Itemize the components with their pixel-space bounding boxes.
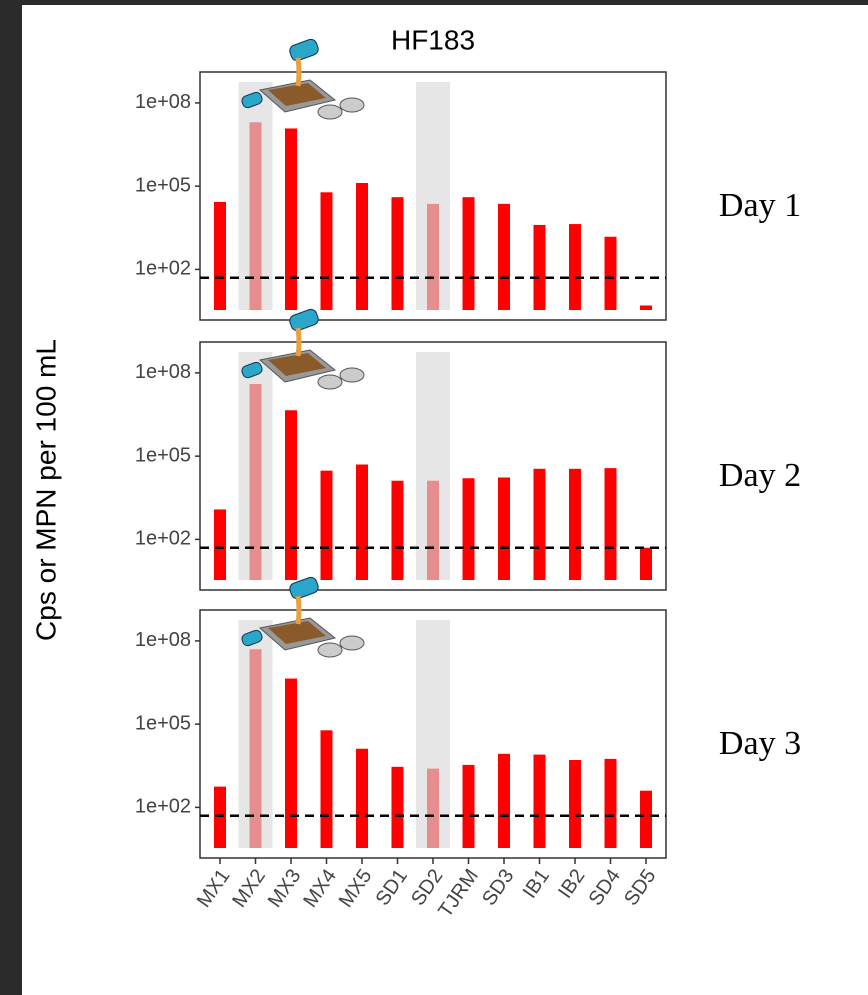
bar [462, 197, 475, 310]
bar [640, 547, 652, 580]
y-tick-label: 1e+05 [135, 712, 191, 734]
bar [462, 764, 475, 848]
bar [533, 468, 546, 580]
bar [604, 468, 617, 580]
bar [462, 478, 475, 580]
bar [214, 201, 226, 310]
bar [285, 410, 297, 580]
y-tick-label: 1e+08 [135, 91, 191, 113]
bar [320, 470, 333, 580]
y-tick-label: 1e+05 [135, 444, 191, 466]
highlight-band [416, 82, 450, 310]
bar [569, 224, 581, 310]
bar [391, 766, 404, 848]
y-tick-label: 1e+08 [135, 629, 191, 651]
bar [214, 509, 226, 580]
y-tick-label: 1e+02 [135, 528, 191, 550]
y-tick-label: 1e+05 [135, 174, 191, 196]
panel-label: Day 3 [719, 725, 801, 762]
bar [640, 790, 652, 848]
highlight-band [238, 620, 273, 848]
bar [320, 730, 333, 848]
panel-label: Day 1 [719, 187, 801, 224]
bar [391, 197, 404, 310]
bar [356, 748, 368, 848]
bar [285, 128, 297, 310]
bar [604, 758, 617, 848]
bar [640, 305, 652, 310]
bar [569, 760, 581, 848]
bar [533, 754, 546, 848]
highlight-band [416, 620, 450, 848]
highlight-band [416, 352, 450, 580]
bar [498, 753, 510, 848]
bar [569, 468, 581, 580]
bar [356, 182, 368, 310]
highlight-band [238, 82, 273, 310]
chart-title: HF183 [391, 24, 475, 55]
bar [285, 678, 297, 848]
y-tick-label: 1e+02 [135, 258, 191, 280]
bar [320, 192, 333, 310]
bar [533, 224, 546, 310]
plot-frame [199, 341, 667, 591]
bar [356, 464, 368, 580]
panel-label: Day 2 [719, 457, 801, 494]
bar [214, 786, 226, 848]
bar [498, 477, 510, 580]
plot-frame [199, 71, 667, 321]
bar [391, 480, 404, 580]
bar [604, 236, 617, 310]
highlight-band [238, 352, 273, 580]
y-tick-label: 1e+02 [135, 796, 191, 818]
y-tick-label: 1e+08 [135, 361, 191, 383]
bar [498, 203, 510, 310]
y-axis-label: Cps or MPN per 100 mL [30, 339, 61, 641]
